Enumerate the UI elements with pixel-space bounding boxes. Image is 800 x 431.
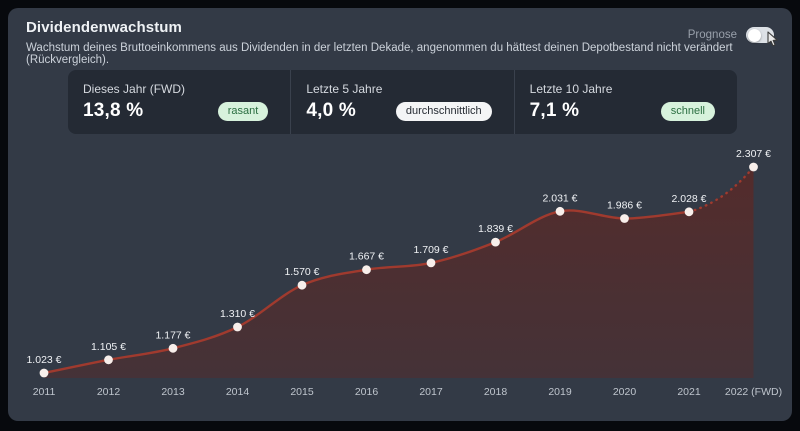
x-axis-label: 2021 (677, 386, 701, 398)
chart-point[interactable] (104, 355, 113, 365)
chart-point[interactable] (426, 258, 436, 268)
chart-point[interactable] (297, 280, 307, 290)
stat-badge: rasant (217, 101, 269, 121)
chart-point-label: 1.023 € (26, 354, 61, 366)
chart-point-label: 1.177 € (155, 329, 190, 341)
chart-point-label: 1.105 € (91, 341, 126, 353)
page-subtitle: Wachstum deines Bruttoeinkommens aus Div… (26, 42, 733, 66)
chart-point[interactable] (620, 214, 629, 223)
dividend-growth-card: 1.023 € 2011 1.105 € 2012 1.177 € 2013 1.310 €… (8, 8, 792, 421)
chart-point[interactable] (233, 322, 242, 332)
chart-point-label: 1.667 € (349, 251, 384, 263)
stat-letzte-5-jahre: Letzte 5 Jahre 4,0 % durchschnittlich (290, 70, 513, 134)
chart-point-label: 1.839 € (478, 223, 513, 235)
x-axis-label: 2016 (355, 386, 379, 398)
stat-label: Dieses Jahr (FWD) (83, 82, 186, 96)
stat-value: 4,0 % (306, 100, 356, 121)
stat-value: 13,8 % (83, 100, 144, 121)
chart-area-fill (44, 167, 754, 378)
x-axis-label: 2020 (613, 386, 637, 398)
stat-value: 7,1 % (529, 100, 580, 121)
x-axis-label: 2022 (FWD) (725, 386, 782, 398)
stat-label: Letzte 5 Jahre (306, 82, 383, 96)
stat-badge: durchschnittlich (395, 101, 492, 121)
mouse-cursor-icon (767, 31, 778, 47)
x-axis-label: 2013 (161, 386, 185, 398)
chart-point-label: 1.570 € (284, 266, 319, 278)
dividend-growth-chart[interactable]: 1.023 € 2011 1.105 € 2012 1.177 € 2013 1.310 €… (8, 8, 792, 421)
x-axis-label: 2018 (484, 386, 508, 398)
x-axis-label: 2011 (33, 386, 56, 398)
chart-point-label: 2.307 € (736, 148, 771, 160)
card-header: Dividendenwachstum Wachstum deines Brutt… (8, 8, 792, 66)
x-axis-label: 2012 (97, 386, 121, 398)
x-axis-label: 2019 (548, 386, 572, 398)
chart-point-label: 1.310 € (220, 308, 255, 320)
prognose-toggle-knob (747, 28, 761, 42)
chart-point-label: 2.031 € (542, 192, 577, 204)
prognose-toggle[interactable] (746, 27, 778, 47)
chart-point[interactable] (555, 206, 565, 216)
chart-point[interactable] (362, 265, 371, 275)
page-title: Dividendenwachstum (26, 19, 182, 36)
chart-point[interactable] (491, 237, 500, 247)
x-axis-label: 2015 (290, 386, 314, 398)
stat-badge: schnell (660, 101, 715, 121)
x-axis-label: 2017 (419, 386, 443, 398)
chart-point-label: 2.028 € (671, 193, 706, 205)
x-axis-label: 2014 (226, 386, 250, 398)
prognose-label: Prognose (687, 29, 737, 41)
stat-dieses-jahr: Dieses Jahr (FWD) 13,8 % rasant (68, 70, 290, 134)
stat-label: Letzte 10 Jahre (529, 82, 613, 96)
chart-point[interactable] (168, 343, 178, 353)
stats-panel: Dieses Jahr (FWD) 13,8 % rasant Letzte 5… (68, 70, 737, 134)
chart-forecast-line (687, 165, 755, 213)
stat-letzte-10-jahre: Letzte 10 Jahre 7,1 % schnell (513, 70, 737, 134)
chart-point-label: 1.709 € (413, 244, 448, 256)
chart-point[interactable] (749, 162, 758, 172)
chart-point[interactable] (39, 368, 49, 378)
chart-point-label: 1.986 € (607, 200, 642, 212)
prognose-control: Prognose (687, 27, 778, 47)
chart-point[interactable] (684, 207, 694, 217)
